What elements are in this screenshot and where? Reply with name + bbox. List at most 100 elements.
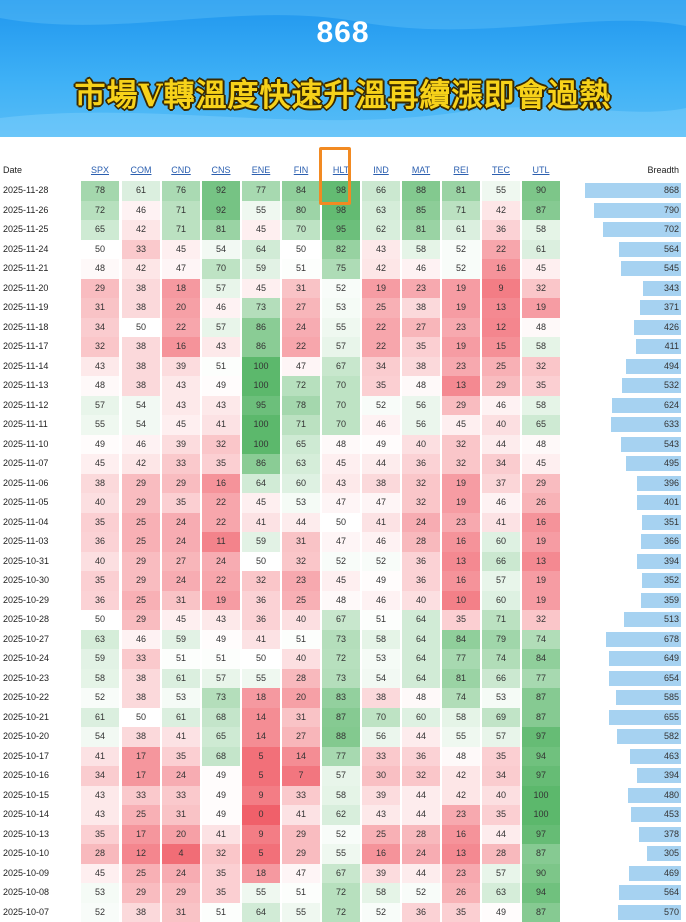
row-date: 2025-11-07 — [3, 454, 48, 474]
heatmap-cell-cnd: 59 — [162, 630, 200, 650]
column-header-mat[interactable]: MAT — [402, 161, 440, 179]
heatmap-cell-tec: 16 — [482, 259, 520, 279]
column-header-fin[interactable]: FIN — [282, 161, 320, 179]
heatmap-cell-spx: 57 — [81, 396, 119, 416]
column-header-tec[interactable]: TEC — [482, 161, 520, 179]
heatmap-cell-utl: 65 — [522, 415, 560, 435]
heatmap-cell-cnd: 61 — [162, 708, 200, 728]
heatmap-cell-tec: 44 — [482, 825, 520, 845]
heatmap-cell-utl: 19 — [522, 298, 560, 318]
heatmap-cell-cnd: 20 — [162, 298, 200, 318]
heatmap-cell-com: 17 — [122, 747, 160, 767]
heatmap-cell-spx: 58 — [81, 669, 119, 689]
heatmap-cell-hlt: 73 — [322, 630, 360, 650]
column-header-utl[interactable]: UTL — [522, 161, 560, 179]
row-date: 2025-10-08 — [3, 883, 49, 903]
heatmap-cell-hlt: 52 — [322, 825, 360, 845]
heatmap-cell-cns: 51 — [202, 903, 240, 922]
heatmap-cell-cnd: 16 — [162, 337, 200, 357]
heatmap-cell-com: 17 — [122, 825, 160, 845]
heatmap-cell-cnd: 45 — [162, 240, 200, 260]
heatmap-cell-ene: 77 — [242, 181, 280, 201]
heatmap-cell-ene: 0 — [242, 805, 280, 825]
heatmap-cell-ene: 45 — [242, 493, 280, 513]
heatmap-cell-utl: 90 — [522, 864, 560, 884]
row-date: 2025-11-14 — [3, 357, 48, 377]
heatmap-cell-spx: 49 — [81, 435, 119, 455]
heatmap-cell-mat: 46 — [402, 259, 440, 279]
heatmap-cell-hlt: 45 — [322, 454, 360, 474]
heatmap-cell-utl: 26 — [522, 493, 560, 513]
column-header-rei[interactable]: REI — [442, 161, 480, 179]
heatmap-cell-ene: 36 — [242, 591, 280, 611]
heatmap-cell-cns: 57 — [202, 669, 240, 689]
heatmap-cell-com: 33 — [122, 786, 160, 806]
heatmap-cell-cnd: 43 — [162, 376, 200, 396]
heatmap-cell-hlt: 77 — [322, 747, 360, 767]
heatmap-cell-fin: 28 — [282, 669, 320, 689]
heatmap-cell-com: 29 — [122, 474, 160, 494]
heatmap-cell-ind: 56 — [362, 727, 400, 747]
column-header-ene[interactable]: ENE — [242, 161, 280, 179]
heatmap-cell-rei: 42 — [442, 786, 480, 806]
breadth-value: 366 — [664, 532, 679, 552]
heatmap-cell-tec: 34 — [482, 766, 520, 786]
heatmap-cell-tec: 37 — [482, 474, 520, 494]
heatmap-cell-fin: 27 — [282, 727, 320, 747]
heatmap-cell-rei: 42 — [442, 766, 480, 786]
heatmap-cell-cns: 32 — [202, 844, 240, 864]
row-date: 2025-11-28 — [3, 181, 48, 201]
heatmap-cell-cnd: 24 — [162, 766, 200, 786]
heatmap-cell-ene: 5 — [242, 766, 280, 786]
breadth-value: 702 — [664, 220, 679, 240]
heatmap-cell-hlt: 95 — [322, 220, 360, 240]
column-header-cns[interactable]: CNS — [202, 161, 240, 179]
heatmap-cell-rei: 29 — [442, 396, 480, 416]
column-header-cnd[interactable]: CND — [162, 161, 200, 179]
heatmap-cell-fin: 33 — [282, 786, 320, 806]
heatmap-cell-tec: 71 — [482, 610, 520, 630]
heatmap-cell-hlt: 75 — [322, 259, 360, 279]
hlt-column-highlight-box — [319, 147, 351, 205]
heatmap-cell-com: 61 — [122, 181, 160, 201]
heatmap-cell-ind: 33 — [362, 747, 400, 767]
heatmap-cell-spx: 36 — [81, 532, 119, 552]
heatmap-cell-rei: 52 — [442, 259, 480, 279]
column-header-com[interactable]: COM — [122, 161, 160, 179]
heatmap-cell-cns: 35 — [202, 864, 240, 884]
heatmap-cell-fin: 25 — [282, 591, 320, 611]
heatmap-cell-ind: 58 — [362, 883, 400, 903]
heatmap-cell-spx: 36 — [81, 591, 119, 611]
heatmap-cell-cns: 22 — [202, 493, 240, 513]
heatmap-cell-ind: 25 — [362, 298, 400, 318]
heatmap-cell-cns: 35 — [202, 883, 240, 903]
header-banner: 868 市場V轉溫度快速升溫再續漲即會過熱 — [0, 0, 686, 137]
breadth-value: 394 — [664, 552, 679, 572]
column-header-spx[interactable]: SPX — [81, 161, 119, 179]
heatmap-cell-ind: 41 — [362, 513, 400, 533]
breadth-value: 480 — [664, 786, 679, 806]
heatmap-cell-spx: 43 — [81, 786, 119, 806]
heatmap-cell-rei: 48 — [442, 747, 480, 767]
heatmap-cell-rei: 13 — [442, 552, 480, 572]
heatmap-cell-rei: 16 — [442, 571, 480, 591]
column-header-ind[interactable]: IND — [362, 161, 400, 179]
row-date: 2025-10-17 — [3, 747, 49, 767]
heatmap-cell-ind: 39 — [362, 864, 400, 884]
heatmap-cell-tec: 29 — [482, 376, 520, 396]
breadth-column-header: Breadth — [647, 161, 679, 179]
heatmap-cell-mat: 44 — [402, 727, 440, 747]
heatmap-cell-utl: 90 — [522, 181, 560, 201]
heatmap-cell-ene: 45 — [242, 279, 280, 299]
heatmap-cell-spx: 50 — [81, 610, 119, 630]
heatmap-cell-tec: 46 — [482, 396, 520, 416]
heatmap-cell-utl: 87 — [522, 903, 560, 922]
heatmap-cell-mat: 64 — [402, 669, 440, 689]
breadth-value: 371 — [664, 298, 679, 318]
